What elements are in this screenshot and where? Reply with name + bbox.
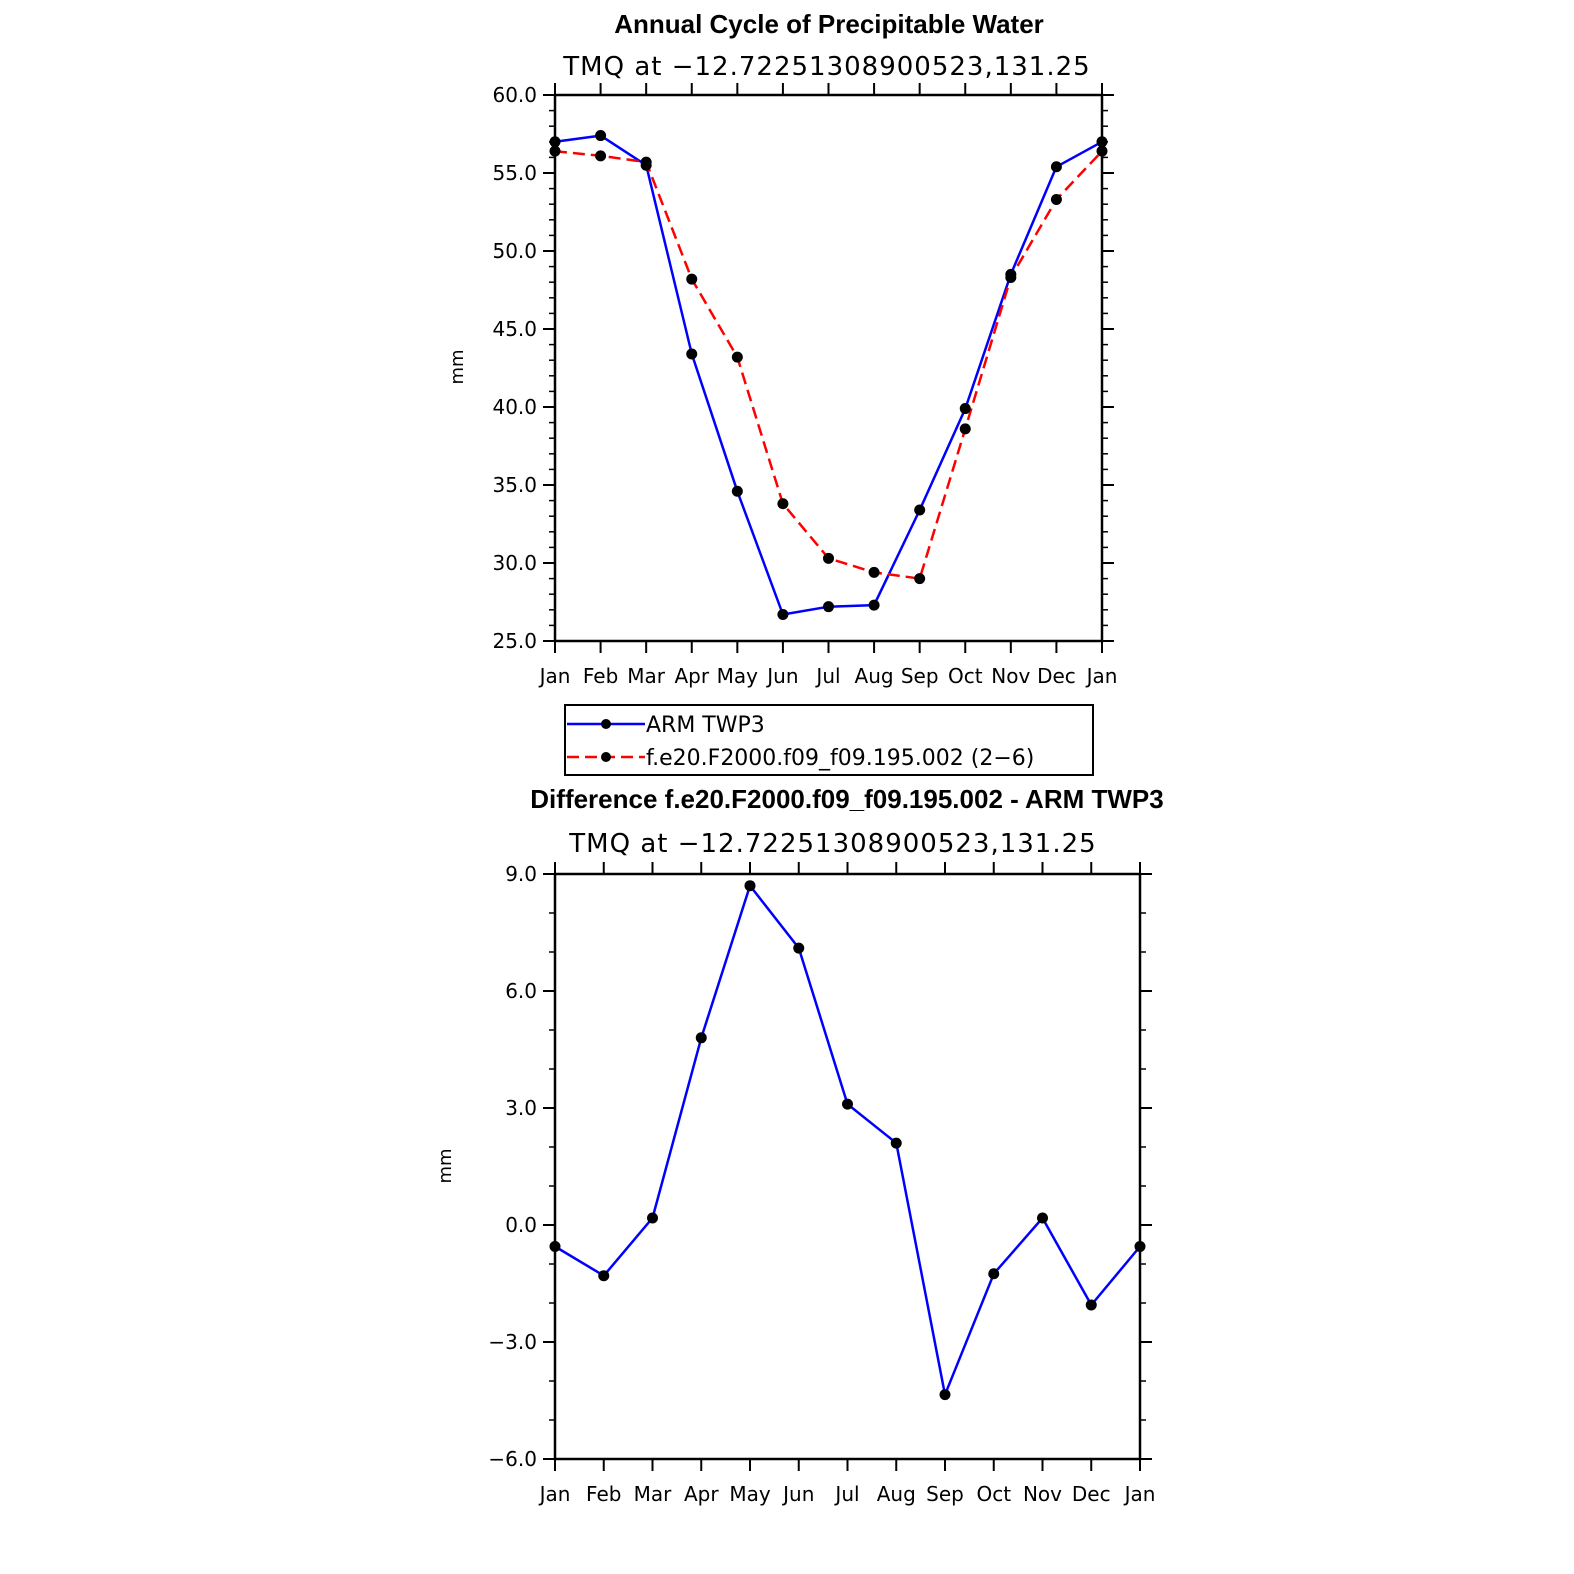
x-tick-label: Jul bbox=[814, 664, 840, 688]
x-tick-label: Jan bbox=[538, 664, 571, 688]
x-tick-label: Jan bbox=[1085, 664, 1118, 688]
x-tick-label: Jan bbox=[538, 1482, 571, 1506]
data-point-1-2 bbox=[640, 156, 652, 168]
y-tick-label: 25.0 bbox=[492, 629, 537, 653]
data-point-0-3 bbox=[695, 1032, 707, 1044]
x-tick-label: Jun bbox=[765, 664, 798, 688]
data-point-0-3 bbox=[686, 348, 698, 360]
data-point-0-9 bbox=[959, 403, 971, 415]
data-point-1-7 bbox=[868, 566, 880, 578]
data-point-0-1 bbox=[595, 130, 607, 142]
legend-item-model: f.e20.F2000.f09_f09.195.002 (2−6) bbox=[567, 746, 1034, 771]
data-point-0-6 bbox=[842, 1098, 853, 1110]
data-point-0-0 bbox=[549, 136, 561, 148]
data-point-0-6 bbox=[823, 601, 834, 613]
legend-marker-arm bbox=[601, 719, 611, 729]
series-line-1 bbox=[554, 149, 1103, 580]
x-tick-label: May bbox=[729, 1482, 771, 1506]
chart-title: Difference f.e20.F2000.f09_f09.195.002 -… bbox=[530, 784, 1163, 814]
y-tick-label: 3.0 bbox=[505, 1096, 537, 1120]
legend-box bbox=[564, 704, 1094, 776]
data-point-0-12 bbox=[1096, 136, 1108, 148]
data-point-1-9 bbox=[959, 423, 971, 435]
data-point-1-8 bbox=[914, 573, 926, 585]
y-tick-label: 60.0 bbox=[492, 83, 537, 107]
series-line-0 bbox=[554, 134, 1103, 616]
y-tick-label: −6.0 bbox=[488, 1447, 537, 1471]
data-point-0-5 bbox=[793, 942, 805, 954]
x-tick-label: Mar bbox=[634, 1482, 673, 1506]
data-point-0-7 bbox=[890, 1137, 902, 1149]
data-point-0-4 bbox=[731, 485, 743, 497]
chart-subtitle: TMQ at −12.72251308900523,131.25 bbox=[562, 52, 1090, 82]
data-point-0-9 bbox=[988, 1268, 1000, 1280]
data-point-0-8 bbox=[914, 504, 926, 516]
data-point-0-5 bbox=[777, 608, 789, 620]
plot-frame bbox=[553, 872, 1142, 1461]
data-point-0-12 bbox=[1134, 1240, 1146, 1252]
legend-item-arm: ARM TWP3 bbox=[567, 713, 765, 738]
y-tick-label: 45.0 bbox=[492, 317, 537, 341]
annual-cycle-chart: Annual Cycle of Precipitable Water TMQ a… bbox=[447, 9, 1118, 776]
x-tick-label: Jul bbox=[833, 1482, 859, 1506]
data-point-0-4 bbox=[744, 880, 756, 892]
data-point-0-0 bbox=[549, 1240, 561, 1252]
data-point-1-1 bbox=[595, 150, 607, 162]
y-axis-label: mm bbox=[447, 349, 468, 384]
x-tick-label: Jan bbox=[1123, 1482, 1156, 1506]
data-point-0-2 bbox=[647, 1212, 658, 1224]
x-tick-label: Dec bbox=[1037, 664, 1076, 688]
x-tick-label: Feb bbox=[586, 1482, 621, 1506]
data-point-1-10 bbox=[1005, 272, 1017, 284]
legend: ARM TWP3 f.e20.F2000.f09_f09.195.002 (2−… bbox=[564, 704, 1094, 776]
data-point-0-11 bbox=[1085, 1299, 1097, 1311]
data-point-0-7 bbox=[868, 599, 880, 611]
x-tick-label: Oct bbox=[948, 664, 983, 688]
x-tick-label: Oct bbox=[976, 1482, 1011, 1506]
y-tick-label: 0.0 bbox=[505, 1213, 537, 1237]
x-tick-label: Feb bbox=[583, 664, 618, 688]
x-tick-label: Nov bbox=[1023, 1482, 1062, 1506]
y-tick-label: 6.0 bbox=[505, 979, 537, 1003]
x-tick-label: Dec bbox=[1072, 1482, 1111, 1506]
series-line-0 bbox=[554, 884, 1141, 1396]
y-tick-label: 55.0 bbox=[492, 161, 537, 185]
difference-chart: Difference f.e20.F2000.f09_f09.195.002 -… bbox=[435, 784, 1164, 1506]
data-point-1-12 bbox=[1096, 145, 1108, 157]
y-tick-label: 9.0 bbox=[505, 862, 537, 886]
data-point-1-11 bbox=[1050, 194, 1062, 206]
y-tick-label: 40.0 bbox=[492, 395, 537, 419]
x-tick-label: May bbox=[717, 664, 759, 688]
y-tick-label: 30.0 bbox=[492, 551, 537, 575]
x-tick-label: Mar bbox=[627, 664, 666, 688]
data-point-1-4 bbox=[731, 351, 743, 363]
x-tick-label: Nov bbox=[991, 664, 1030, 688]
data-point-0-8 bbox=[939, 1389, 951, 1401]
y-tick-label: −3.0 bbox=[488, 1330, 537, 1354]
chart-subtitle: TMQ at −12.72251308900523,131.25 bbox=[568, 829, 1096, 859]
x-tick-label: Apr bbox=[674, 664, 709, 688]
x-tick-label: Sep bbox=[901, 664, 939, 688]
x-tick-label: Jun bbox=[781, 1482, 814, 1506]
legend-marker-model bbox=[601, 752, 611, 762]
data-point-0-1 bbox=[598, 1270, 610, 1282]
y-tick-label: 35.0 bbox=[492, 473, 537, 497]
legend-label-arm: ARM TWP3 bbox=[646, 713, 765, 738]
data-point-1-6 bbox=[823, 552, 834, 564]
data-point-0-10 bbox=[1037, 1212, 1048, 1224]
data-point-0-11 bbox=[1050, 161, 1062, 173]
x-tick-label: Sep bbox=[926, 1482, 964, 1506]
y-axis-label: mm bbox=[435, 1148, 456, 1183]
data-point-1-0 bbox=[549, 145, 561, 157]
data-point-1-3 bbox=[686, 273, 698, 285]
chart-title: Annual Cycle of Precipitable Water bbox=[614, 9, 1044, 39]
x-tick-label: Aug bbox=[855, 664, 894, 688]
y-tick-label: 50.0 bbox=[492, 239, 537, 263]
data-point-1-5 bbox=[777, 498, 789, 510]
x-tick-label: Apr bbox=[684, 1482, 719, 1506]
x-tick-label: Aug bbox=[877, 1482, 916, 1506]
legend-label-model: f.e20.F2000.f09_f09.195.002 (2−6) bbox=[646, 746, 1034, 771]
